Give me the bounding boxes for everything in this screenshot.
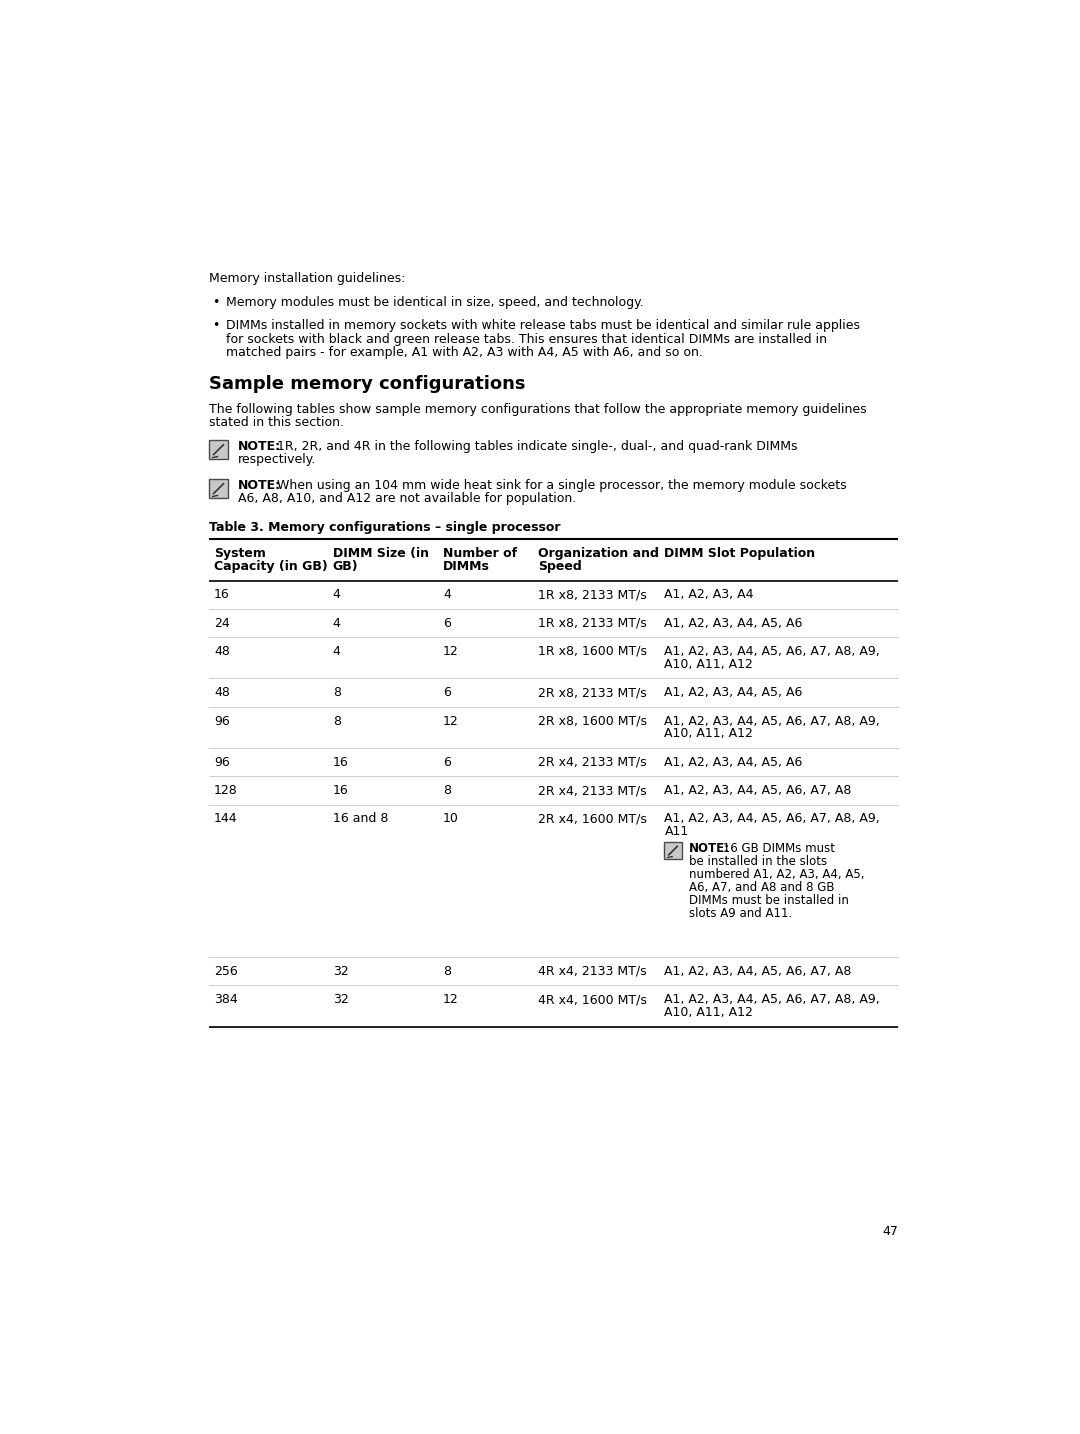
Text: DIMM Slot Population: DIMM Slot Population: [664, 546, 815, 559]
Text: 8: 8: [443, 784, 451, 797]
Text: 16: 16: [333, 756, 349, 769]
Text: 16 GB DIMMs must: 16 GB DIMMs must: [719, 842, 835, 855]
Text: A1, A2, A3, A4, A5, A6: A1, A2, A3, A4, A5, A6: [664, 687, 802, 700]
Text: 4R x4, 1600 MT/s: 4R x4, 1600 MT/s: [538, 994, 647, 1007]
Text: 96: 96: [214, 756, 230, 769]
Text: 1R x8, 2133 MT/s: 1R x8, 2133 MT/s: [538, 617, 647, 630]
Text: 1R x8, 1600 MT/s: 1R x8, 1600 MT/s: [538, 645, 647, 658]
Text: be installed in the slots: be installed in the slots: [689, 855, 827, 868]
Text: A1, A2, A3, A4: A1, A2, A3, A4: [664, 588, 754, 601]
Text: NOTE:: NOTE:: [238, 479, 281, 492]
Text: 2R x4, 1600 MT/s: 2R x4, 1600 MT/s: [538, 813, 647, 826]
Text: DIMM Size (in: DIMM Size (in: [333, 546, 429, 559]
Text: slots A9 and A11.: slots A9 and A11.: [689, 906, 793, 919]
Text: 8: 8: [333, 714, 340, 727]
Text: A10, A11, A12: A10, A11, A12: [664, 658, 754, 671]
Text: A1, A2, A3, A4, A5, A6: A1, A2, A3, A4, A5, A6: [664, 617, 802, 630]
Text: Table 3. Memory configurations – single processor: Table 3. Memory configurations – single …: [208, 521, 561, 533]
Text: 4R x4, 2133 MT/s: 4R x4, 2133 MT/s: [538, 965, 647, 978]
Text: DIMMs: DIMMs: [443, 559, 490, 574]
Bar: [208, 479, 228, 499]
Text: 1R x8, 2133 MT/s: 1R x8, 2133 MT/s: [538, 588, 647, 601]
Text: A11: A11: [664, 826, 689, 839]
Text: matched pairs - for example, A1 with A2, A3 with A4, A5 with A6, and so on.: matched pairs - for example, A1 with A2,…: [226, 346, 703, 358]
Text: A1, A2, A3, A4, A5, A6, A7, A8, A9,: A1, A2, A3, A4, A5, A6, A7, A8, A9,: [664, 645, 880, 658]
Text: 6: 6: [443, 687, 451, 700]
Text: A1, A2, A3, A4, A5, A6: A1, A2, A3, A4, A5, A6: [664, 756, 802, 769]
Text: 256: 256: [214, 965, 238, 978]
Text: 48: 48: [214, 645, 230, 658]
Text: 144: 144: [214, 813, 238, 826]
Bar: [664, 842, 681, 859]
Text: 128: 128: [214, 784, 238, 797]
Text: A6, A8, A10, and A12 are not available for population.: A6, A8, A10, and A12 are not available f…: [238, 492, 576, 505]
Text: Memory installation guidelines:: Memory installation guidelines:: [208, 272, 405, 285]
Text: When using an 104 mm wide heat sink for a single processor, the memory module so: When using an 104 mm wide heat sink for …: [273, 479, 847, 492]
Text: 12: 12: [443, 645, 459, 658]
Text: 16: 16: [214, 588, 230, 601]
Text: Sample memory configurations: Sample memory configurations: [208, 374, 525, 393]
Text: NOTE:: NOTE:: [238, 440, 281, 453]
Text: A6, A7, and A8 and 8 GB: A6, A7, and A8 and 8 GB: [689, 880, 835, 893]
Text: 8: 8: [443, 965, 451, 978]
Text: Number of: Number of: [443, 546, 517, 559]
Text: 47: 47: [882, 1225, 899, 1238]
Text: 1R, 2R, and 4R in the following tables indicate single-, dual-, and quad-rank DI: 1R, 2R, and 4R in the following tables i…: [273, 440, 797, 453]
Text: A1, A2, A3, A4, A5, A6, A7, A8: A1, A2, A3, A4, A5, A6, A7, A8: [664, 965, 852, 978]
Text: 32: 32: [333, 994, 349, 1007]
Text: 2R x8, 2133 MT/s: 2R x8, 2133 MT/s: [538, 687, 647, 700]
Text: •: •: [213, 295, 220, 308]
Text: 16: 16: [333, 784, 349, 797]
Text: A10, A11, A12: A10, A11, A12: [664, 727, 754, 740]
Text: NOTE:: NOTE:: [689, 842, 730, 855]
Text: 384: 384: [214, 994, 238, 1007]
Text: A10, A11, A12: A10, A11, A12: [664, 1007, 754, 1020]
Text: Memory modules must be identical in size, speed, and technology.: Memory modules must be identical in size…: [226, 295, 644, 308]
Text: 16 and 8: 16 and 8: [333, 813, 388, 826]
Text: 2R x4, 2133 MT/s: 2R x4, 2133 MT/s: [538, 784, 647, 797]
Text: 6: 6: [443, 617, 451, 630]
Text: Organization and: Organization and: [538, 546, 659, 559]
Text: for sockets with black and green release tabs. This ensures that identical DIMMs: for sockets with black and green release…: [226, 333, 826, 346]
Text: 4: 4: [443, 588, 451, 601]
Text: A1, A2, A3, A4, A5, A6, A7, A8: A1, A2, A3, A4, A5, A6, A7, A8: [664, 784, 852, 797]
Text: The following tables show sample memory configurations that follow the appropria: The following tables show sample memory …: [208, 403, 866, 416]
Text: 10: 10: [443, 813, 459, 826]
Text: System: System: [214, 546, 266, 559]
Text: Capacity (in GB): Capacity (in GB): [214, 559, 328, 574]
Text: 48: 48: [214, 687, 230, 700]
Text: A1, A2, A3, A4, A5, A6, A7, A8, A9,: A1, A2, A3, A4, A5, A6, A7, A8, A9,: [664, 714, 880, 727]
Text: 8: 8: [333, 687, 340, 700]
Text: 2R x4, 2133 MT/s: 2R x4, 2133 MT/s: [538, 756, 647, 769]
Text: 12: 12: [443, 994, 459, 1007]
Text: 32: 32: [333, 965, 349, 978]
Text: 12: 12: [443, 714, 459, 727]
Bar: [208, 440, 228, 459]
Text: •: •: [213, 320, 220, 333]
Text: 2R x8, 1600 MT/s: 2R x8, 1600 MT/s: [538, 714, 647, 727]
Text: DIMMs must be installed in: DIMMs must be installed in: [689, 893, 849, 906]
Text: respectively.: respectively.: [238, 453, 316, 466]
Text: DIMMs installed in memory sockets with white release tabs must be identical and : DIMMs installed in memory sockets with w…: [226, 320, 860, 333]
Text: 24: 24: [214, 617, 230, 630]
Text: A1, A2, A3, A4, A5, A6, A7, A8, A9,: A1, A2, A3, A4, A5, A6, A7, A8, A9,: [664, 813, 880, 826]
Text: 4: 4: [333, 617, 340, 630]
Text: Speed: Speed: [538, 559, 582, 574]
Text: 4: 4: [333, 645, 340, 658]
Text: stated in this section.: stated in this section.: [208, 416, 343, 429]
Text: GB): GB): [333, 559, 359, 574]
Text: numbered A1, A2, A3, A4, A5,: numbered A1, A2, A3, A4, A5,: [689, 868, 865, 880]
Text: 96: 96: [214, 714, 230, 727]
Text: A1, A2, A3, A4, A5, A6, A7, A8, A9,: A1, A2, A3, A4, A5, A6, A7, A8, A9,: [664, 994, 880, 1007]
Text: 6: 6: [443, 756, 451, 769]
Text: 4: 4: [333, 588, 340, 601]
